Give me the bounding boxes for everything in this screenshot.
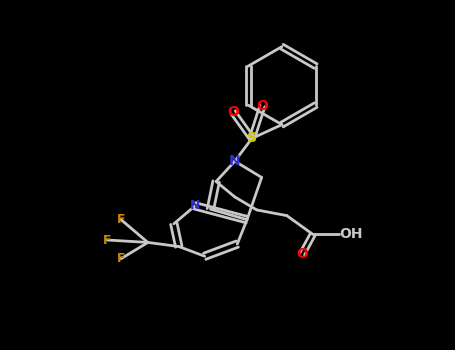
Text: N: N: [190, 199, 200, 212]
Text: S: S: [247, 132, 257, 146]
Text: O: O: [296, 247, 308, 261]
Text: F: F: [117, 213, 125, 226]
Text: N: N: [229, 154, 241, 168]
Text: F: F: [117, 252, 125, 265]
Text: OH: OH: [339, 227, 362, 241]
Text: O: O: [257, 99, 268, 113]
Text: O: O: [227, 105, 239, 119]
Text: F: F: [103, 233, 111, 246]
